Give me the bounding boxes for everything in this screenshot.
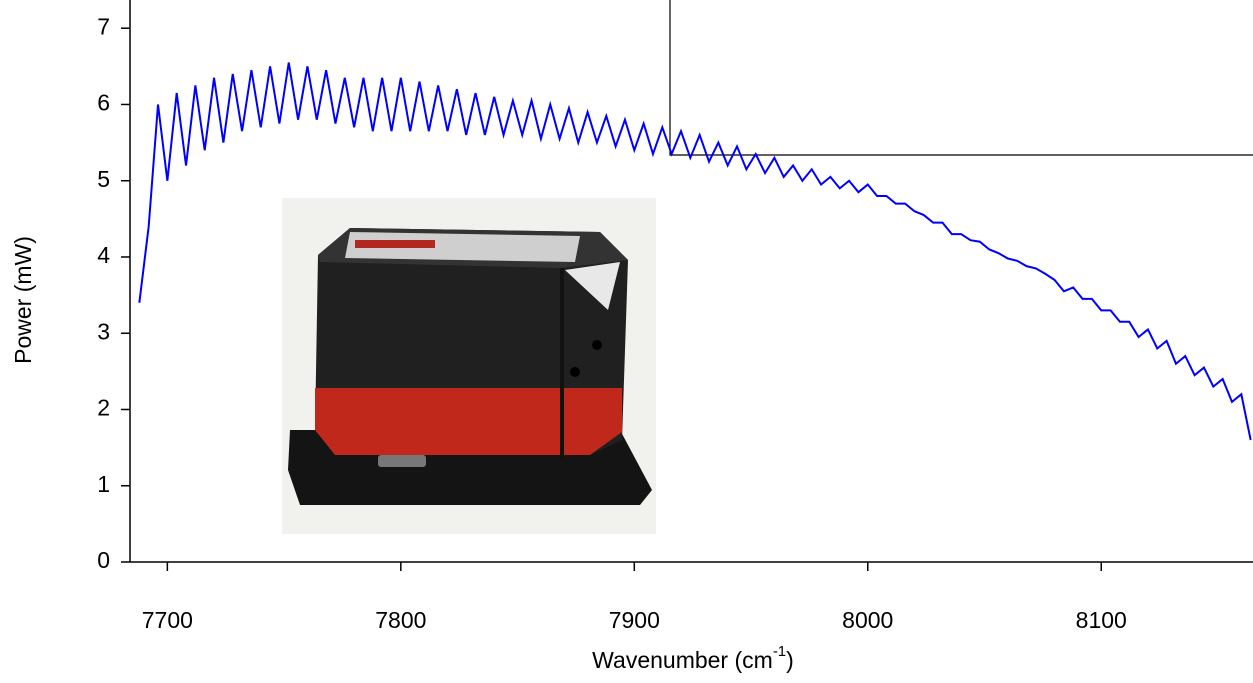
y-tick-label: 6 <box>97 90 110 116</box>
x-tick-label: 7900 <box>609 607 660 633</box>
y-tick-label: 5 <box>97 166 110 192</box>
y-tick-label: 3 <box>97 318 110 344</box>
inset-photo <box>282 198 656 534</box>
x-tick-label: 7700 <box>142 607 193 633</box>
y-axis-label: Power (mW) <box>10 236 36 364</box>
x-tick-label: 8000 <box>842 607 893 633</box>
frame-line <box>669 0 1253 156</box>
y-tick-label: 2 <box>97 395 110 421</box>
x-axis-label-main: Wavenumber (cm <box>592 647 773 673</box>
x-axis-label-sup: -1 <box>773 643 786 660</box>
y-tick-label: 0 <box>97 547 110 573</box>
y-tick-label: 4 <box>97 242 110 268</box>
x-tick-label: 7800 <box>375 607 426 633</box>
x-tick-label: 8100 <box>1076 607 1127 633</box>
x-axis-label: Wavenumber (cm-1) <box>592 643 794 673</box>
y-tick-label: 1 <box>97 471 110 497</box>
y-tick-label: 7 <box>97 13 110 39</box>
x-axis-label-end: ) <box>786 647 794 673</box>
data-line <box>138 62 1252 441</box>
